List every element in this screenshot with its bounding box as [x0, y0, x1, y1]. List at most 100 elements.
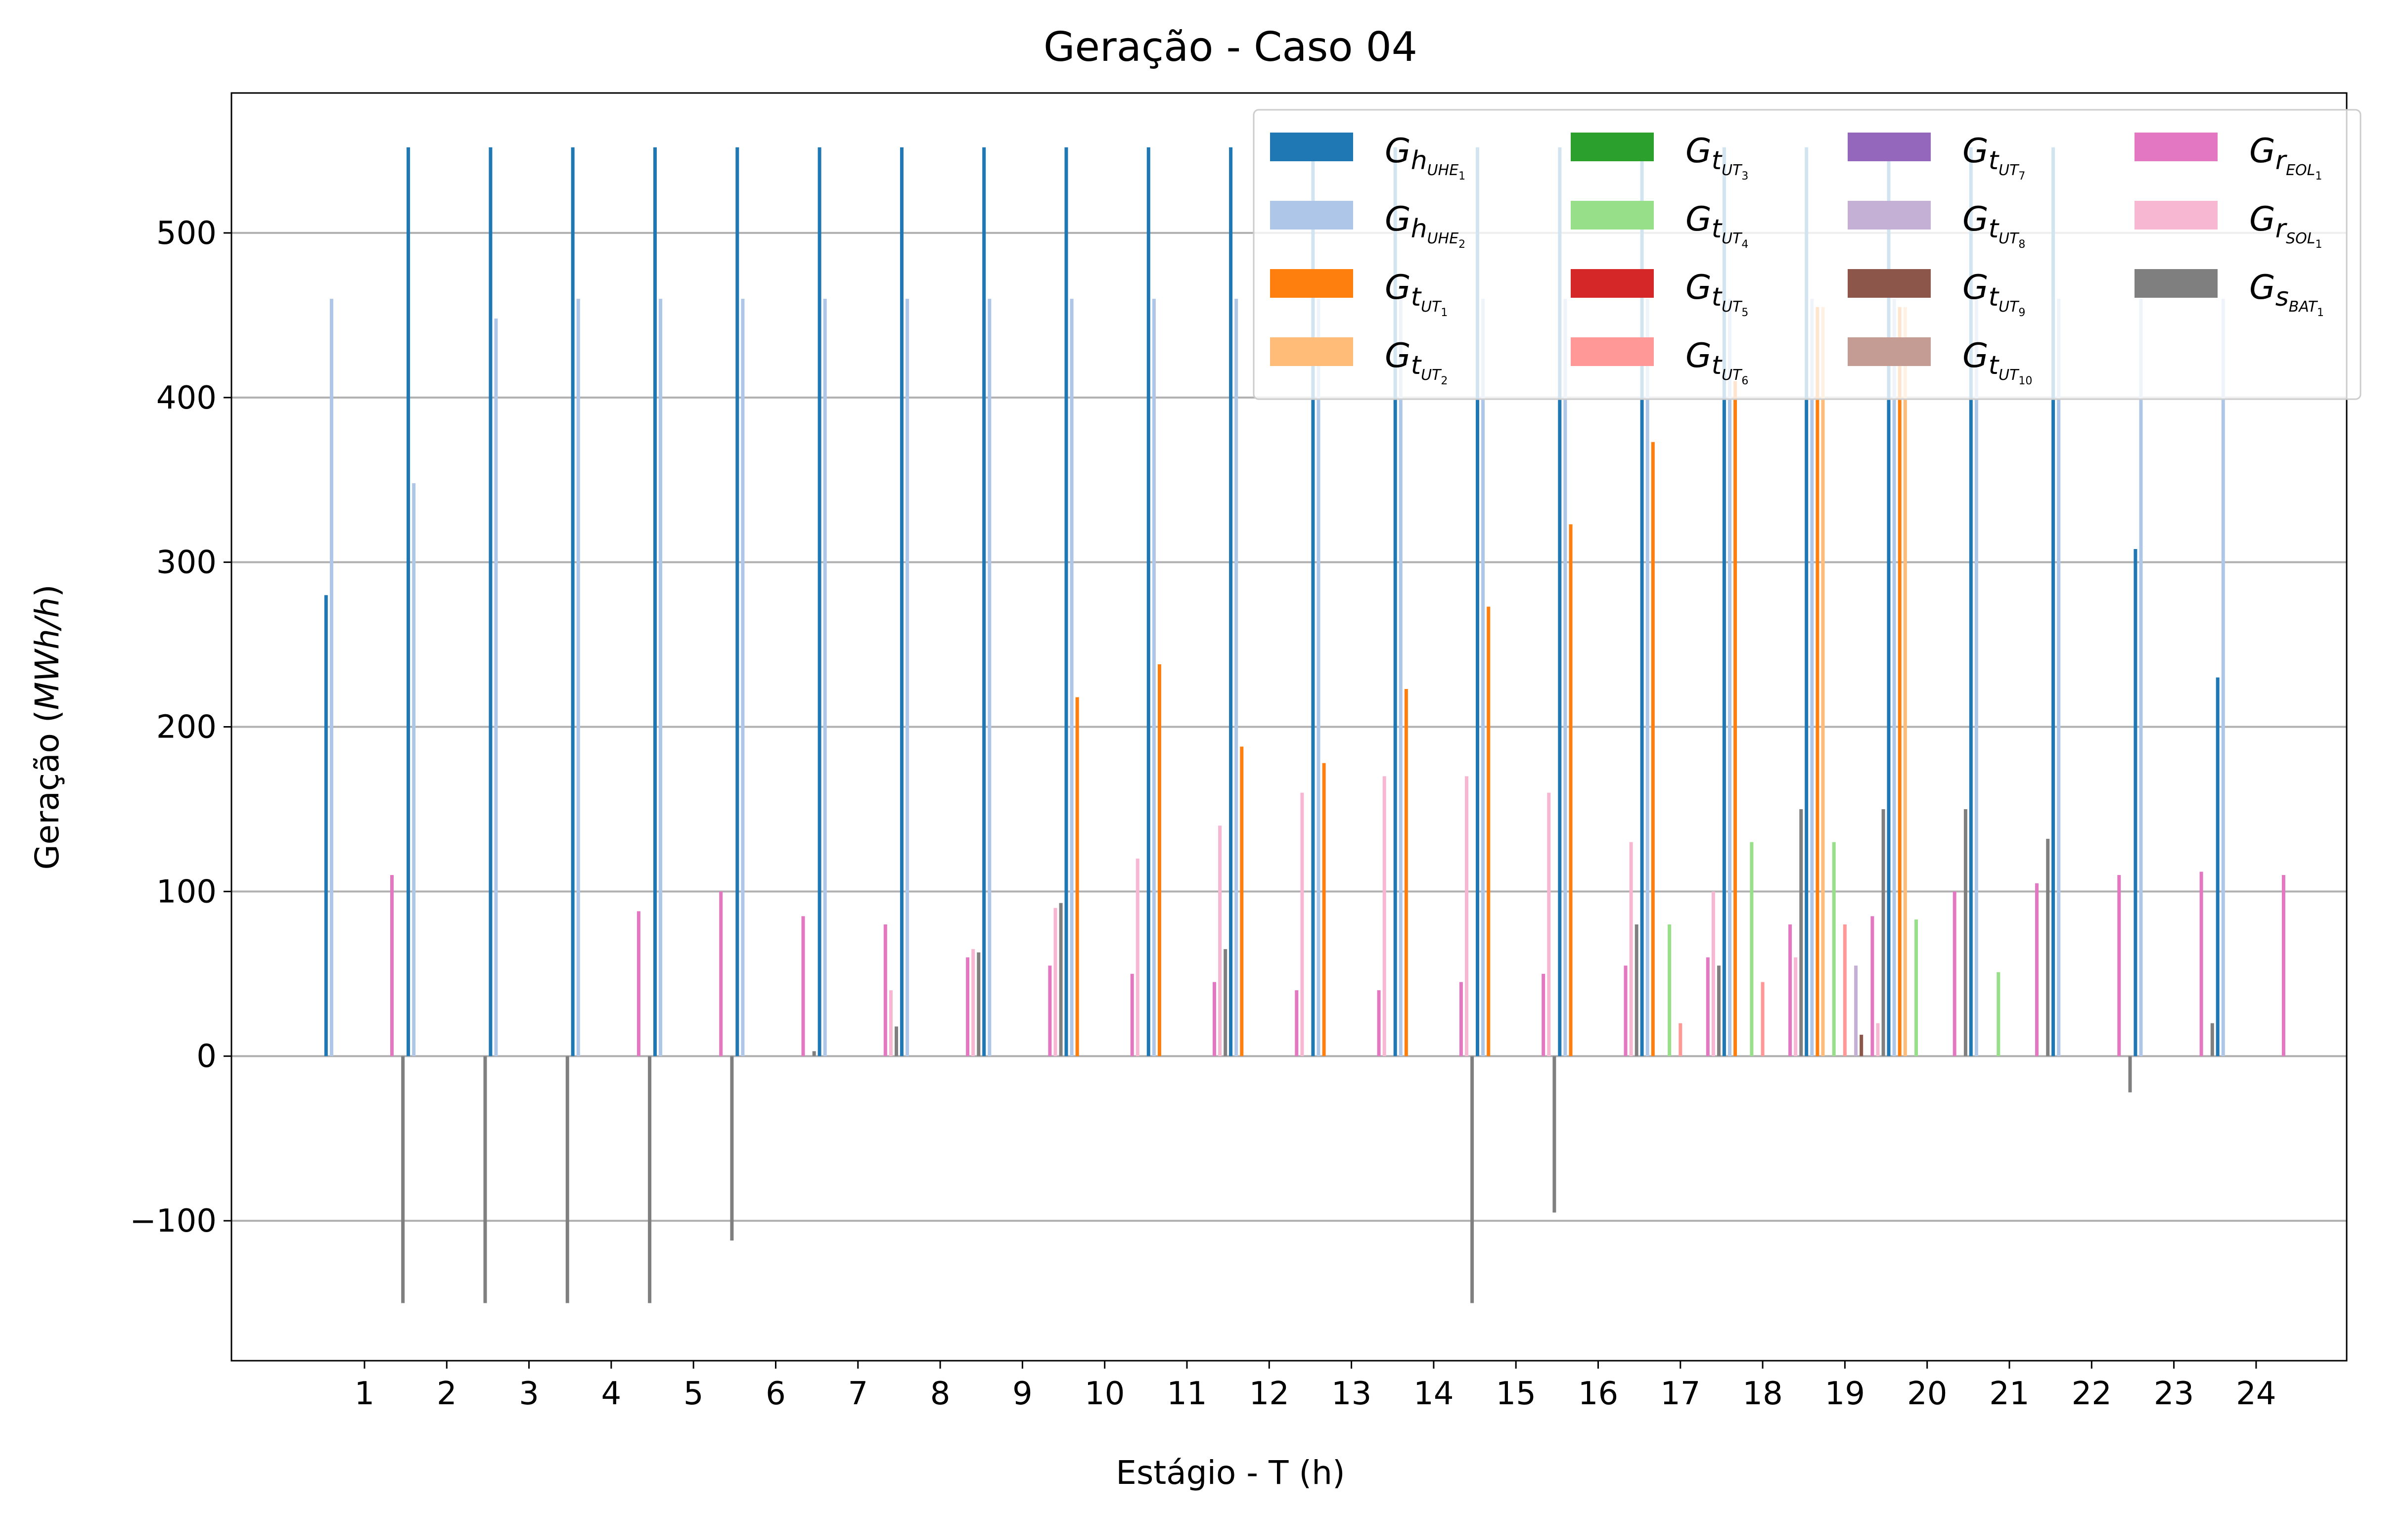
legend-swatch	[1270, 269, 1353, 298]
bar	[1295, 990, 1299, 1057]
x-tick-label: 8	[930, 1376, 951, 1412]
x-tick-label: 16	[1578, 1376, 1618, 1412]
bar	[412, 483, 416, 1057]
legend-swatch	[1848, 269, 1931, 298]
bar	[1892, 299, 1896, 1057]
legend: GhUHE1 GhUHE2 GtUT1 GtUT2 GtUT3 GtUT4 GtUT5 GtU…	[1253, 109, 2362, 400]
bar	[1640, 147, 1644, 1057]
bar	[1706, 957, 1710, 1057]
bar	[1881, 809, 1885, 1057]
bar	[1788, 924, 1792, 1057]
bar	[1876, 1023, 1880, 1057]
bar	[1547, 792, 1551, 1057]
bar	[1860, 1034, 1863, 1057]
bar	[1053, 908, 1057, 1057]
bar	[1679, 1023, 1682, 1057]
bar	[1382, 776, 1386, 1057]
bar	[741, 299, 745, 1057]
legend-swatch	[1270, 133, 1353, 161]
bar	[1953, 891, 1956, 1057]
bar	[1563, 299, 1567, 1057]
bar	[895, 1026, 898, 1057]
bar	[1542, 973, 1545, 1057]
y-axis: −100 0 100 200 300 400 500	[130, 215, 231, 1240]
bar	[2281, 875, 2285, 1057]
legend-swatch	[1571, 201, 1654, 230]
bar	[823, 299, 827, 1057]
bar	[329, 299, 333, 1057]
bar	[2134, 549, 2137, 1057]
bar	[1717, 966, 1721, 1057]
bar	[1213, 982, 1216, 1057]
legend-label: GtUT10	[1962, 336, 2032, 387]
bar	[1146, 147, 1150, 1057]
bar	[1810, 299, 1814, 1057]
x-tick-label: 4	[601, 1376, 622, 1412]
bars	[324, 147, 2285, 1303]
bar	[1229, 147, 1233, 1057]
bar	[1569, 524, 1573, 1057]
legend-label: GtUT7	[1962, 132, 2025, 183]
x-tick-label: 9	[1012, 1376, 1033, 1412]
legend-swatch	[1848, 201, 1931, 230]
bar	[1794, 957, 1798, 1057]
bar	[1059, 903, 1063, 1057]
bar	[401, 1056, 405, 1303]
bar	[1487, 606, 1491, 1057]
bar	[812, 1051, 816, 1057]
bar	[982, 147, 986, 1057]
legend-label: GtUT2	[1385, 336, 1448, 387]
chart-title: Geração - Caso 04	[1044, 24, 1417, 71]
bar	[1393, 147, 1397, 1057]
x-tick-label: 21	[1989, 1376, 2029, 1412]
x-tick-label: 20	[1907, 1376, 1947, 1412]
bar	[1136, 858, 1139, 1057]
bar	[1903, 307, 1907, 1057]
bar	[2117, 875, 2121, 1057]
series-G_r_SOL1	[889, 776, 1880, 1057]
bar	[407, 147, 410, 1057]
series-G_t_UT4	[1668, 842, 2000, 1057]
bar	[2199, 872, 2203, 1057]
series-G_t_UT8	[1854, 966, 1858, 1057]
bar	[1843, 924, 1847, 1057]
bar	[818, 147, 821, 1057]
legend-box	[1253, 109, 2362, 400]
bar	[1404, 689, 1408, 1057]
y-axis-label: Geração (MWh/h)	[28, 584, 66, 870]
legend-swatch	[2135, 133, 2218, 161]
bar	[390, 875, 394, 1057]
bar	[1635, 924, 1638, 1057]
bar	[648, 1056, 652, 1303]
bar	[1465, 776, 1468, 1057]
bar	[1399, 299, 1403, 1057]
x-tick-label: 7	[848, 1376, 868, 1412]
bar	[730, 1056, 734, 1241]
series-G_t_UT2	[1821, 307, 1907, 1057]
legend-swatch	[1848, 133, 1931, 161]
bar	[719, 891, 723, 1057]
bar	[1728, 299, 1731, 1057]
series-G_t_UT1	[1075, 307, 1902, 1057]
y-tick-label: 100	[156, 874, 217, 910]
bar	[889, 990, 893, 1057]
bar	[1240, 746, 1244, 1057]
x-tick-label: 1	[355, 1376, 375, 1412]
bar	[1130, 973, 1134, 1057]
bar	[977, 952, 981, 1057]
series-G_t_UT6	[1679, 924, 1847, 1057]
bar	[1552, 1056, 1556, 1213]
y-tick-label: 0	[196, 1038, 217, 1075]
bar	[1997, 972, 2000, 1057]
bar	[1668, 924, 1672, 1057]
bar	[1799, 809, 1803, 1057]
bar	[1963, 809, 1967, 1057]
legend-swatch	[1571, 133, 1654, 161]
series-G_r_EOL1	[390, 872, 2285, 1057]
legend-swatch	[2135, 201, 2218, 230]
bar	[1158, 664, 1161, 1057]
bar	[1750, 842, 1754, 1057]
y-tick-label: 200	[156, 709, 217, 746]
bar	[1722, 147, 1726, 1057]
